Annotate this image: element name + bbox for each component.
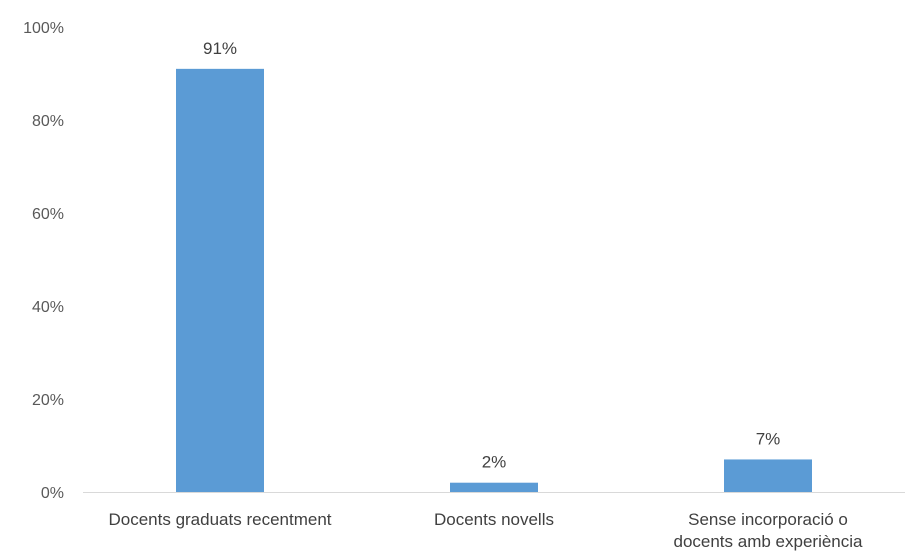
data-label: 91% xyxy=(203,39,237,58)
bar xyxy=(450,482,538,492)
x-tick-label-line: Docents novells xyxy=(434,510,554,529)
data-labels: 91% 2% 7% xyxy=(203,39,780,472)
x-tick-label-line: docents amb experiència xyxy=(673,532,863,551)
y-tick-label: 20% xyxy=(32,392,64,409)
bar xyxy=(176,68,264,492)
y-tick-label: 80% xyxy=(32,113,64,130)
y-tick-label: 40% xyxy=(32,299,64,316)
data-label: 7% xyxy=(756,429,781,448)
x-tick-label-line: Docents graduats recentment xyxy=(108,510,331,529)
x-tick-label: Docents graduats recentment xyxy=(108,510,331,529)
y-tick-label: 0% xyxy=(41,485,64,502)
y-axis: 0% 20% 40% 60% 80% 100% xyxy=(23,20,64,502)
data-label: 2% xyxy=(482,453,507,472)
x-tick-label: Sense incorporació o docents amb experièn… xyxy=(673,510,863,551)
y-tick-label: 100% xyxy=(23,20,64,37)
bars xyxy=(176,68,812,492)
x-axis: Docents graduats recentment Docents novel… xyxy=(108,510,863,551)
x-tick-label-line: Sense incorporació o xyxy=(688,510,848,529)
y-tick-label: 60% xyxy=(32,206,64,223)
x-tick-label: Docents novells xyxy=(434,510,554,529)
bar xyxy=(724,459,812,492)
